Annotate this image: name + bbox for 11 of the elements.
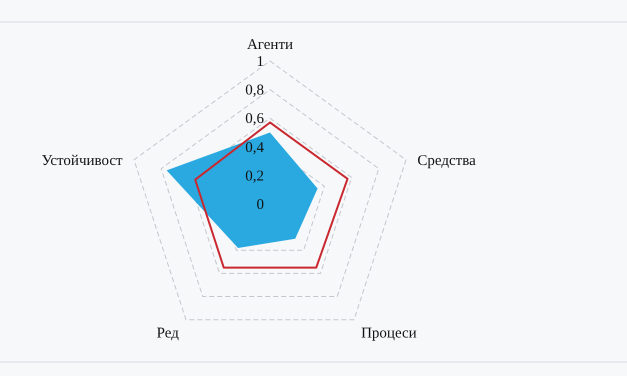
spoke-label: Процеси xyxy=(361,326,417,342)
y-tick-label: 0,2 xyxy=(245,168,264,184)
spoke-label: Устойчивост xyxy=(42,152,124,169)
spoke-label: Ред xyxy=(156,326,180,342)
y-tick-label: 0,4 xyxy=(245,140,264,156)
spoke-label: Средства xyxy=(417,152,476,169)
y-tick-label: 0,8 xyxy=(245,82,264,99)
y-tick-label: 0,6 xyxy=(245,111,264,128)
y-tick-label: 0 xyxy=(256,197,264,213)
y-tick-label: 1 xyxy=(256,54,264,70)
spoke-label: Агенти xyxy=(246,37,294,53)
